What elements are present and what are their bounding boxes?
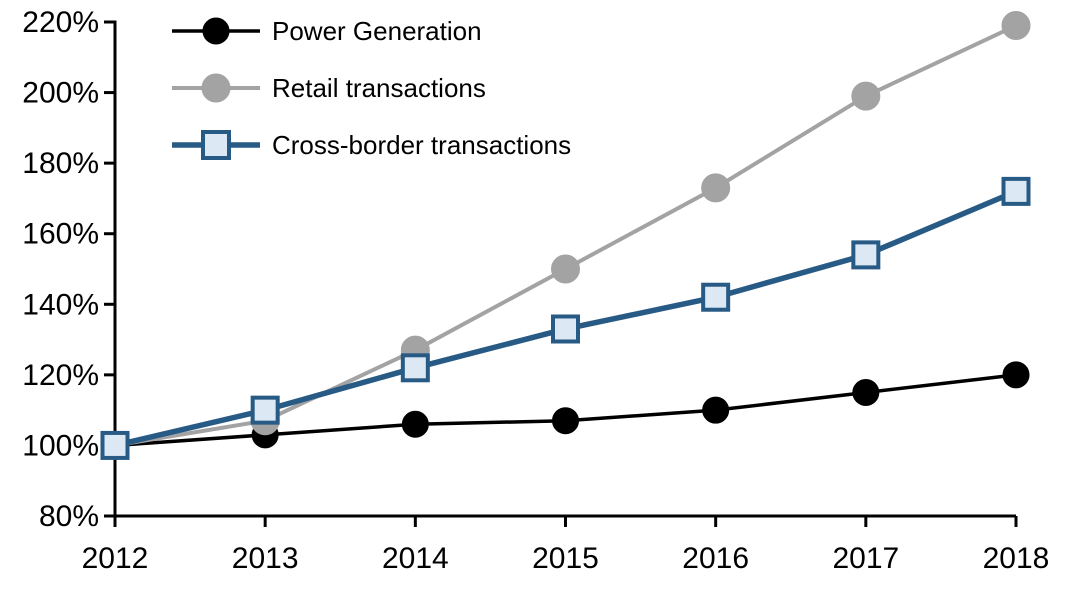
y-axis-label: 200% — [22, 77, 99, 110]
data-point-power-generation — [1002, 361, 1030, 389]
data-point-retail-transactions — [551, 254, 580, 284]
y-axis-label: 140% — [22, 288, 99, 321]
legend-marker-power-generation — [172, 17, 260, 45]
series-cross-border-transactions — [100, 176, 1031, 460]
legend: Power Generation Retail transactions Cro… — [170, 14, 571, 185]
y-axis-label: 120% — [22, 359, 99, 392]
x-axis-label: 2014 — [382, 542, 449, 575]
legend-item-cross-border-transactions: Cross-border transactions — [170, 128, 571, 162]
legend-item-retail-transactions: Retail transactions — [170, 71, 571, 105]
x-axis-label: 2017 — [832, 542, 899, 575]
y-axis-label: 160% — [22, 218, 99, 251]
data-point-retail-transactions — [851, 81, 881, 111]
data-point-cross-border-transactions — [100, 430, 130, 460]
data-point-cross-border-transactions — [250, 395, 280, 425]
data-point-power-generation — [852, 379, 880, 406]
data-point-retail-transactions — [701, 173, 731, 203]
data-point-cross-border-transactions — [851, 240, 881, 270]
legend-marker-cross-border-transactions — [172, 130, 260, 160]
y-axis-label: 220% — [22, 6, 99, 39]
x-axis-label: 2013 — [232, 542, 299, 575]
x-axis-label: 2015 — [532, 542, 599, 575]
series-power-generation — [101, 361, 1030, 459]
legend-label-retail-transactions: Retail transactions — [272, 72, 486, 103]
x-axis-label: 2012 — [82, 542, 149, 575]
data-point-cross-border-transactions — [400, 353, 430, 383]
y-axis-label: 100% — [22, 429, 99, 462]
data-point-cross-border-transactions — [551, 314, 580, 344]
data-point-retail-transactions — [1001, 11, 1031, 41]
legend-marker-retail-transactions — [172, 73, 260, 103]
y-axis-label: 180% — [22, 147, 99, 180]
legend-label-cross-border-transactions: Cross-border transactions — [272, 129, 572, 160]
data-point-power-generation — [702, 396, 730, 424]
y-axis-label: 80% — [39, 500, 99, 533]
data-point-power-generation — [552, 407, 579, 435]
data-point-power-generation — [401, 410, 429, 438]
legend-item-power-generation: Power Generation — [170, 14, 571, 48]
x-axis-label: 2018 — [983, 542, 1050, 575]
legend-label-power-generation: Power Generation — [272, 15, 482, 46]
x-axis-label: 2016 — [682, 542, 749, 575]
data-point-cross-border-transactions — [1001, 176, 1031, 206]
data-point-cross-border-transactions — [701, 282, 731, 312]
